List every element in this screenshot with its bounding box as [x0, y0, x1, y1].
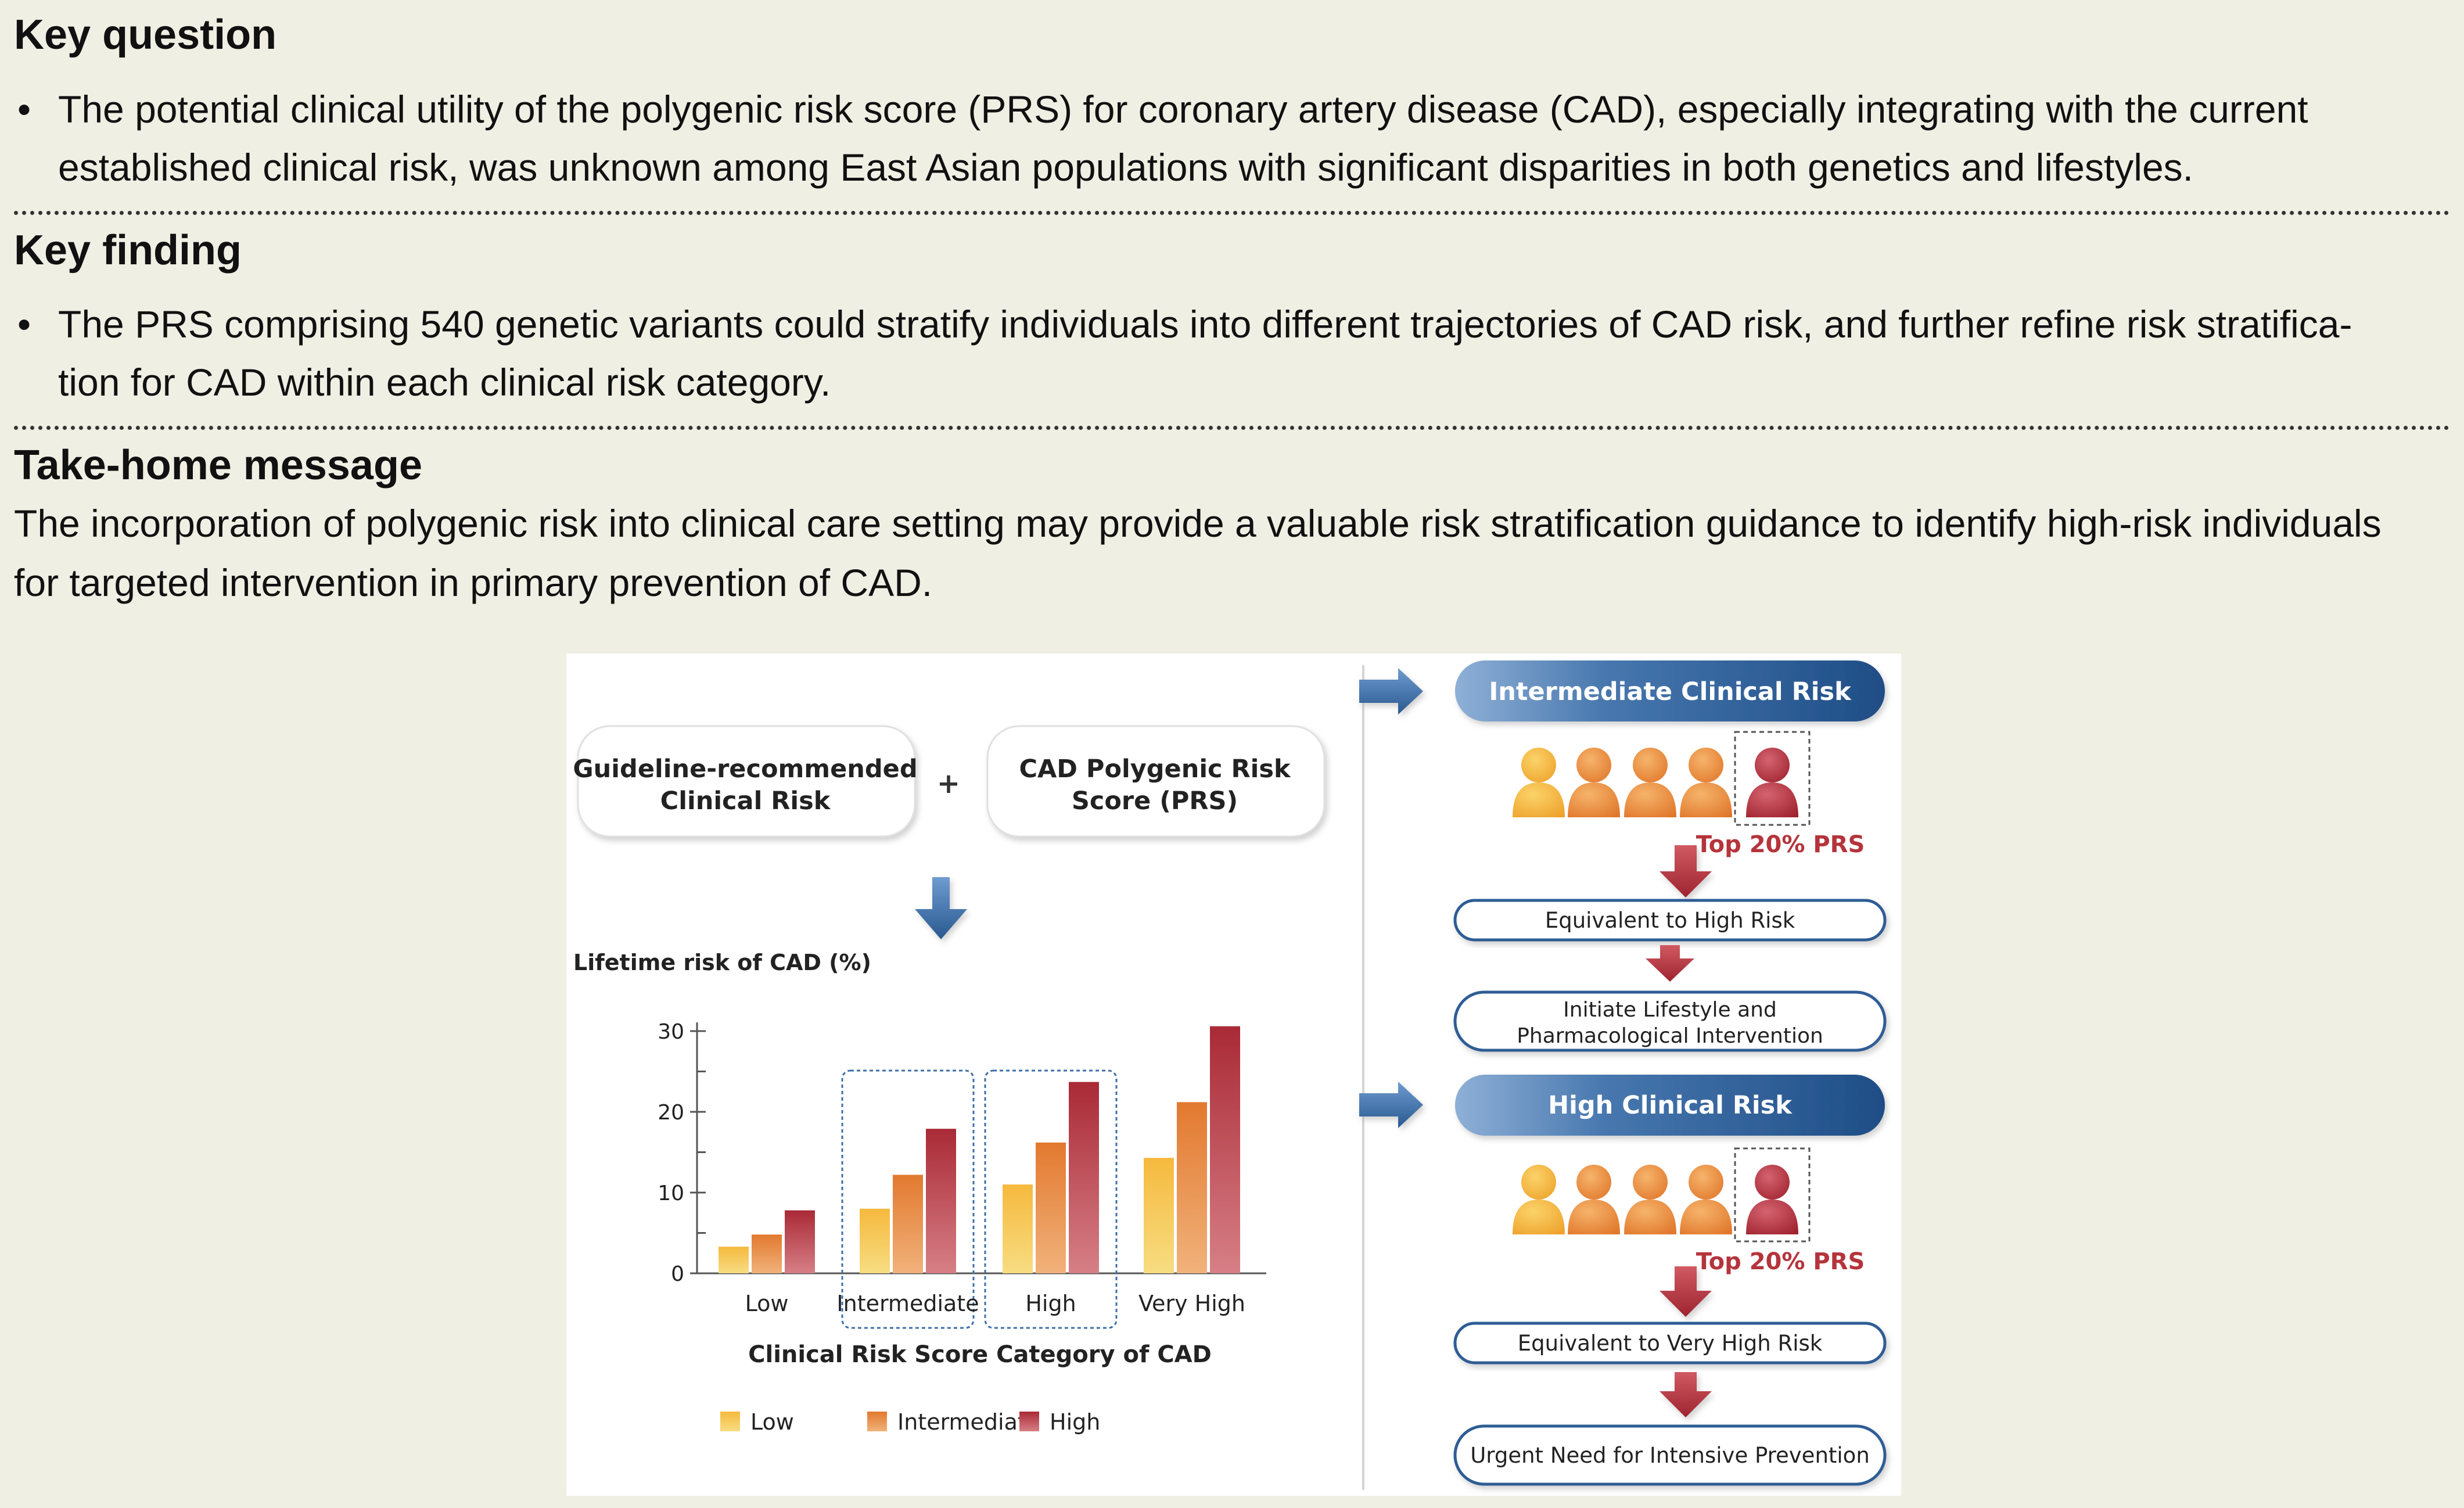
- bar-low: [1144, 1158, 1174, 1273]
- text-line: The potential clinical utility of the po…: [58, 88, 2308, 131]
- bar-high: [926, 1129, 956, 1273]
- category-highlight-box: [841, 1069, 975, 1329]
- outcome-box: [1453, 1322, 1887, 1365]
- person-icon: [1568, 748, 1620, 817]
- text-line: tion for CAD within each clinical risk c…: [58, 361, 831, 404]
- intermediate-risk-panel: Intermediate Clinical Risk Top 20% PRS E…: [1359, 660, 1887, 1052]
- action-box: [1453, 990, 1887, 1052]
- box-line: Clinical Risk: [660, 787, 831, 816]
- box-line: Guideline-recommended: [573, 755, 917, 784]
- bar-intermediate: [1036, 1142, 1066, 1273]
- high-risk-panel: High Clinical Risk Top 20% PRS Equivalen…: [1359, 1075, 1887, 1486]
- graphical-abstract-figure: Guideline-recommended Clinical Risk + CA…: [566, 654, 1901, 1496]
- person-icon: [1513, 748, 1565, 817]
- clinical-risk-box: Guideline-recommended Clinical Risk: [573, 725, 918, 838]
- risk-bar-chart: Lifetime risk of CAD (%) Clinical Risk S…: [573, 950, 1266, 1435]
- key-finding-text: The PRS comprising 540 genetic variants …: [58, 295, 2450, 411]
- bar-high: [785, 1210, 815, 1273]
- x-tick-label: Very High: [1138, 1291, 1245, 1316]
- action-text: Urgent Need for Intensive Prevention: [1470, 1443, 1870, 1468]
- top-prs-label: Top 20% PRS: [1696, 831, 1865, 858]
- legend-swatch: [867, 1412, 887, 1431]
- legend-swatch: [1019, 1412, 1039, 1431]
- x-tick-label: High: [1025, 1291, 1076, 1316]
- right-arrow-icon: [1359, 668, 1423, 714]
- key-finding-heading: Key finding: [14, 227, 242, 274]
- bar-low: [719, 1247, 749, 1273]
- top-prs-highlight: [1734, 1147, 1811, 1243]
- key-question-text: The potential clinical utility of the po…: [58, 80, 2450, 196]
- action-text: Initiate Lifestyle and: [1563, 998, 1777, 1022]
- key-question-bullet: • The potential clinical utility of the …: [14, 80, 2450, 196]
- right-arrow-icon: [1359, 1082, 1423, 1128]
- x-tick-label: Low: [745, 1291, 789, 1316]
- bar-high: [1069, 1082, 1099, 1273]
- people-group-icon: [1513, 1165, 1798, 1234]
- panel-header: [1455, 660, 1885, 721]
- bar-low: [860, 1208, 890, 1273]
- top-prs-label: Top 20% PRS: [1696, 1248, 1865, 1275]
- box-line: Score (PRS): [1072, 787, 1238, 816]
- down-arrow-icon: [1660, 1266, 1712, 1317]
- category-highlight-box: [984, 1069, 1118, 1329]
- y-tick-label: 20: [658, 1101, 684, 1125]
- text-line: The incorporation of polygenic risk into…: [14, 502, 2382, 545]
- down-arrow-icon: [1646, 945, 1694, 982]
- panel-header: [1455, 1075, 1885, 1136]
- person-icon: [1624, 748, 1676, 817]
- bar-low: [1003, 1184, 1033, 1273]
- action-box: [1453, 1424, 1887, 1486]
- person-icon: [1513, 1165, 1565, 1234]
- legend-swatch: [720, 1412, 740, 1431]
- section-divider: [14, 426, 2450, 430]
- take-home-heading: Take-home message: [14, 442, 422, 489]
- section-divider: [14, 211, 2450, 215]
- top-prs-highlight: [1734, 731, 1811, 826]
- down-arrow-icon: [1660, 845, 1712, 897]
- legend-label: Low: [750, 1409, 794, 1435]
- bar-high: [1210, 1026, 1240, 1273]
- person-icon: [1746, 1165, 1798, 1234]
- y-axis-label: Lifetime risk of CAD (%): [573, 950, 871, 975]
- bar-intermediate: [893, 1175, 923, 1273]
- person-icon: [1680, 748, 1732, 817]
- figure-canvas: Guideline-recommended Clinical Risk + CA…: [573, 660, 1887, 1490]
- bullet-marker: •: [17, 303, 31, 346]
- text-line: The PRS comprising 540 genetic variants …: [58, 303, 2352, 346]
- box-line: CAD Polygenic Risk: [1019, 755, 1291, 784]
- outcome-box: [1453, 899, 1887, 942]
- down-arrow-icon: [1660, 1372, 1712, 1417]
- bar-intermediate: [1177, 1102, 1207, 1273]
- person-icon: [1568, 1165, 1620, 1234]
- take-home-text: The incorporation of polygenic risk into…: [14, 494, 2450, 612]
- y-tick-label: 10: [658, 1182, 684, 1205]
- y-tick-label: 0: [671, 1262, 684, 1286]
- x-axis-label: Clinical Risk Score Category of CAD: [748, 1341, 1212, 1368]
- person-icon: [1746, 748, 1798, 817]
- person-icon: [1680, 1165, 1732, 1234]
- panel-header-text: High Clinical Risk: [1548, 1091, 1793, 1120]
- legend-label: Intermediate: [897, 1409, 1040, 1435]
- legend-label: High: [1050, 1409, 1100, 1435]
- text-line: established clinical risk, was unknown a…: [58, 146, 2193, 189]
- key-finding-bullet: • The PRS comprising 540 genetic variant…: [14, 295, 2450, 411]
- outcome-text: Equivalent to High Risk: [1545, 908, 1795, 933]
- bar-intermediate: [752, 1234, 782, 1273]
- prs-box: CAD Polygenic Risk Score (PRS): [986, 725, 1326, 838]
- outcome-text: Equivalent to Very High Risk: [1518, 1331, 1823, 1356]
- plus-sign: +: [937, 767, 960, 800]
- down-arrow-icon: [915, 877, 967, 939]
- key-question-heading: Key question: [14, 12, 277, 58]
- bullet-marker: •: [17, 88, 31, 131]
- text-line: for targeted intervention in primary pre…: [14, 561, 933, 604]
- action-text: Pharmacological Intervention: [1517, 1024, 1823, 1048]
- people-group-icon: [1513, 748, 1798, 817]
- y-tick-label: 30: [658, 1020, 684, 1044]
- panel-header-text: Intermediate Clinical Risk: [1489, 677, 1852, 706]
- x-tick-label: Intermediate: [836, 1291, 979, 1316]
- person-icon: [1624, 1165, 1676, 1234]
